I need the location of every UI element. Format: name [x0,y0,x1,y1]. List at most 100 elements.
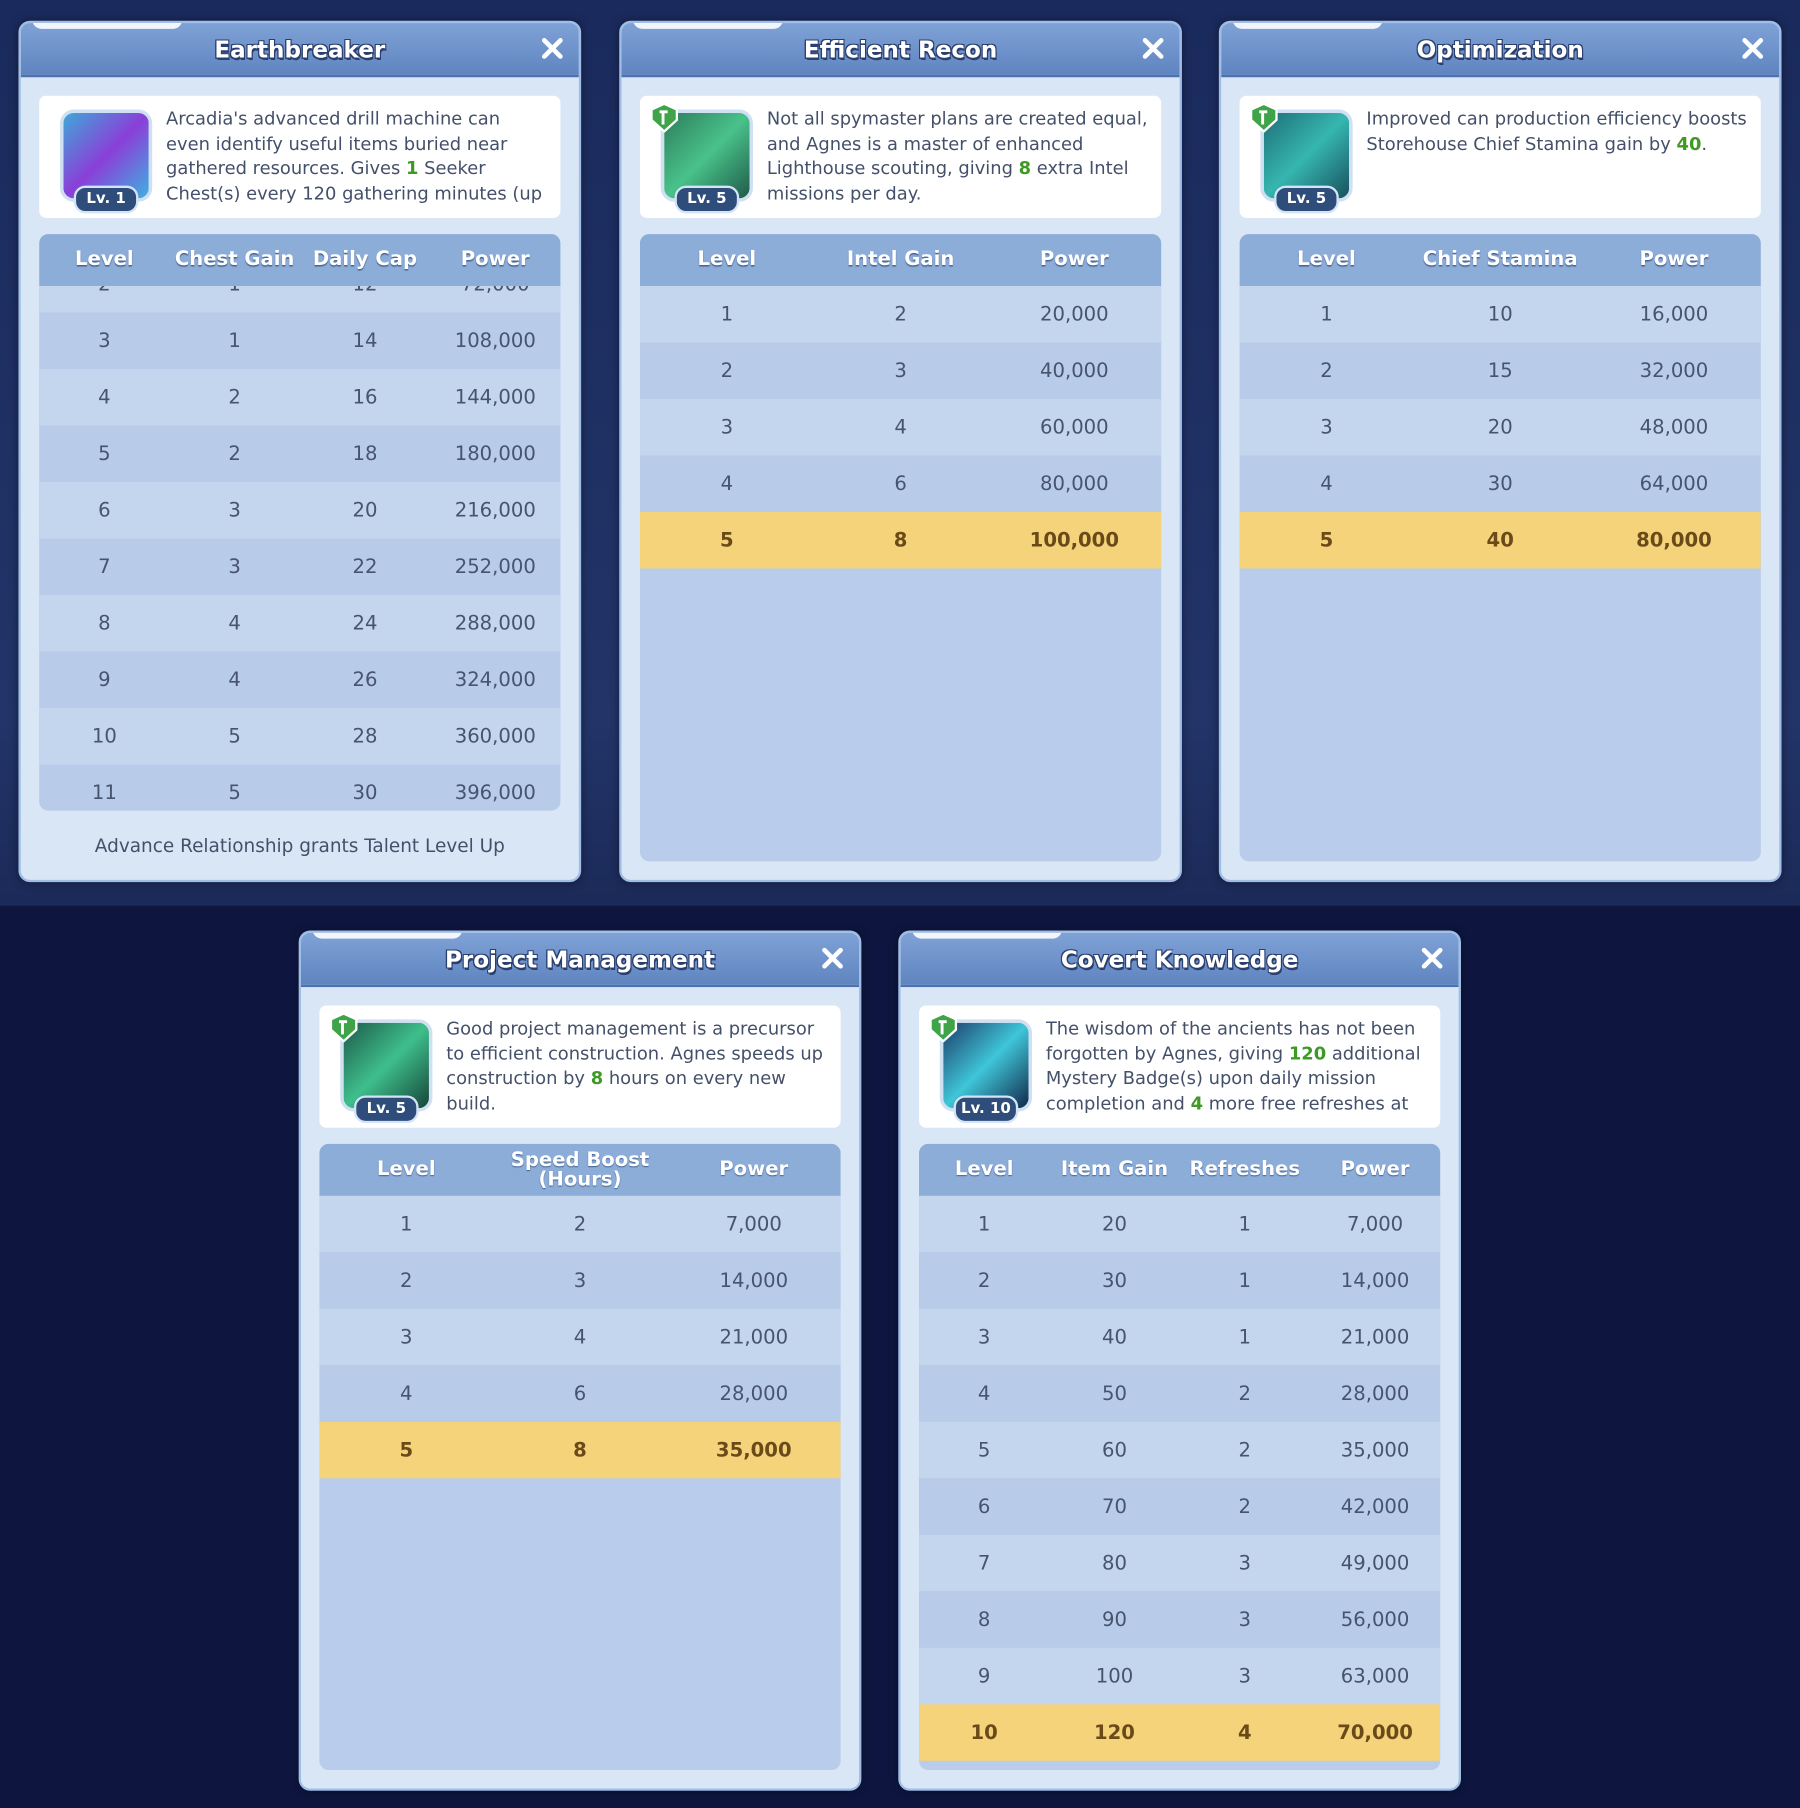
talent-panel: Earthbreaker Lv. 1 Arcadia's advanced dril… [18,20,582,883]
title-bar: Project Management [300,932,860,988]
table-row: 8 4 24 288,000 [39,595,561,652]
table-cell: 4 [98,385,111,409]
table-cell: 9 [977,1664,991,1688]
table-cell: 2 [1238,1438,1252,1462]
table-cell: 32,000 [1639,359,1709,383]
table-cell: 40 [1101,1325,1127,1349]
table-cell: 288,000 [454,611,536,635]
table-cell: 1 [720,302,734,326]
description-text: Improved can production efficiency boost… [1366,107,1749,204]
table-row: 4 6 28,000 [319,1365,841,1422]
table-row: 2 15 32,000 [1239,342,1761,399]
table-cell: 4 [894,415,907,439]
table-cell: 56,000 [1340,1608,1410,1632]
table-cell: 15 [1487,359,1513,383]
panel-title: Project Management [444,944,716,973]
table-body: 1 20 1 7,000 2 30 1 14,000 3 40 1 21,000 4 50 2 28,000 5… [919,1195,1441,1770]
description-segment: The wisdom of the ancients has not been … [1045,1018,1416,1064]
table-cell: 35,000 [715,1438,792,1462]
description-box: Lv. 5 Not all spymaster plans are created… [639,95,1162,218]
column-header: Level [75,247,134,271]
close-icon[interactable] [1419,946,1444,971]
table-cell: 30 [1487,472,1513,496]
table-header: Level Chief Stamina Power [1239,234,1761,286]
highlight-value: 1 [406,157,419,179]
level-table: Level Speed Boost (Hours) Power 1 2 7,000 2 3 14… [319,1143,841,1771]
hammer-icon [650,102,679,134]
column-header: Refreshes [1189,1157,1301,1181]
table-cell: 2 [720,359,734,383]
table-cell: 324,000 [454,668,536,692]
close-icon[interactable] [1140,36,1165,61]
column-header: Power [719,1157,789,1181]
table-cell: 2 [1320,359,1333,383]
table-row: 3 40 1 21,000 [919,1308,1441,1366]
table-cell: 30 [352,781,378,805]
table-cell: 5 [977,1438,991,1462]
level-badge: Lv. 10 [953,1095,1019,1124]
table-cell: 20 [352,498,378,522]
table-cell: 2 [228,385,241,409]
column-header: Speed Boost (Hours) [510,1147,650,1191]
table-cell: 3 [720,415,734,439]
column-header: Level [697,247,757,271]
table-row: 211272,000 [39,285,561,313]
table-cell: 1 [977,1212,991,1236]
table-body: 211272,0003114108,0004216144,0005218180,… [39,285,561,811]
description-segment: additional Mystery Badge(s) upon daily m… [1045,1042,1421,1114]
table-cell: 360,000 [454,724,536,748]
table-cell: 7 [98,555,111,579]
level-badge: Lv. 5 [354,1095,419,1124]
title-bar: Covert Knowledge [900,932,1459,988]
table-cell: 35,000 [1340,1438,1410,1462]
close-button[interactable] [820,946,845,976]
level-table: Level Intel Gain Power 1 2 20,000 2 3 40,000 3 4 60… [639,234,1162,862]
table-cell: 80,000 [1636,528,1712,552]
table-cell: 7,000 [1347,1212,1404,1236]
table-cell: 12 [300,286,430,296]
table-cell: 10 [91,724,117,748]
description-box: Lv. 5 Improved can production efficiency … [1239,95,1761,218]
panel-title: Covert Knowledge [1060,944,1299,973]
table-cell: 2 [977,1268,991,1293]
table-cell: 216,000 [454,498,536,522]
close-icon[interactable] [540,36,565,61]
table-cell: 50 [1101,1382,1127,1406]
table-header: Level Item Gain Refreshes Power [919,1143,1441,1196]
hammer-icon [1249,102,1278,134]
close-button[interactable] [1740,36,1765,66]
highlight-value: 8 [590,1067,604,1089]
table-row: 5 60 2 35,000 [919,1421,1441,1479]
column-header: Chief Stamina [1422,247,1578,271]
table-cell: 108,000 [454,329,536,353]
level-table: Level Item Gain Refreshes Power 1 20 1 7,000 2 30… [919,1143,1441,1771]
close-icon[interactable] [1740,36,1765,61]
table-row: 4 6 80,000 [639,455,1162,512]
title-bar: Optimization [1221,23,1780,78]
table-cell: 28,000 [1340,1382,1410,1406]
description-segment: . [1701,133,1708,154]
description-text: Good project management is a precursor t… [446,1017,829,1114]
close-button[interactable] [1419,946,1444,976]
close-button[interactable] [1140,36,1165,66]
highlight-value: 8 [1018,157,1032,179]
close-button[interactable] [540,36,565,66]
table-row: 7 80 3 49,000 [919,1534,1441,1592]
description-segment: Good project management is a precursor t… [446,1018,824,1089]
close-icon[interactable] [820,946,845,971]
table-cell: 100 [1095,1664,1134,1688]
description-segment: Improved can production efficiency boost… [1366,108,1747,154]
table-body: 1 2 7,000 2 3 14,000 3 4 21,000 4 6 28,000 5 8 35,000 [319,1195,841,1770]
table-cell: 8 [573,1438,587,1462]
table-cell: 63,000 [1340,1664,1410,1688]
table-cell: 6 [977,1495,991,1519]
highlight-value: 4 [1190,1092,1204,1114]
table-cell: 21,000 [1340,1325,1410,1349]
table-cell: 60 [1101,1438,1127,1462]
snow-decoration [32,23,183,29]
table-row: 3 4 21,000 [319,1308,841,1366]
table-cell: 4 [400,1382,413,1406]
description-segment: Not all spymaster plans are created equa… [766,108,1148,179]
table-row: 2 30 1 14,000 [919,1252,1441,1309]
table-row: 1 2 20,000 [639,285,1162,343]
